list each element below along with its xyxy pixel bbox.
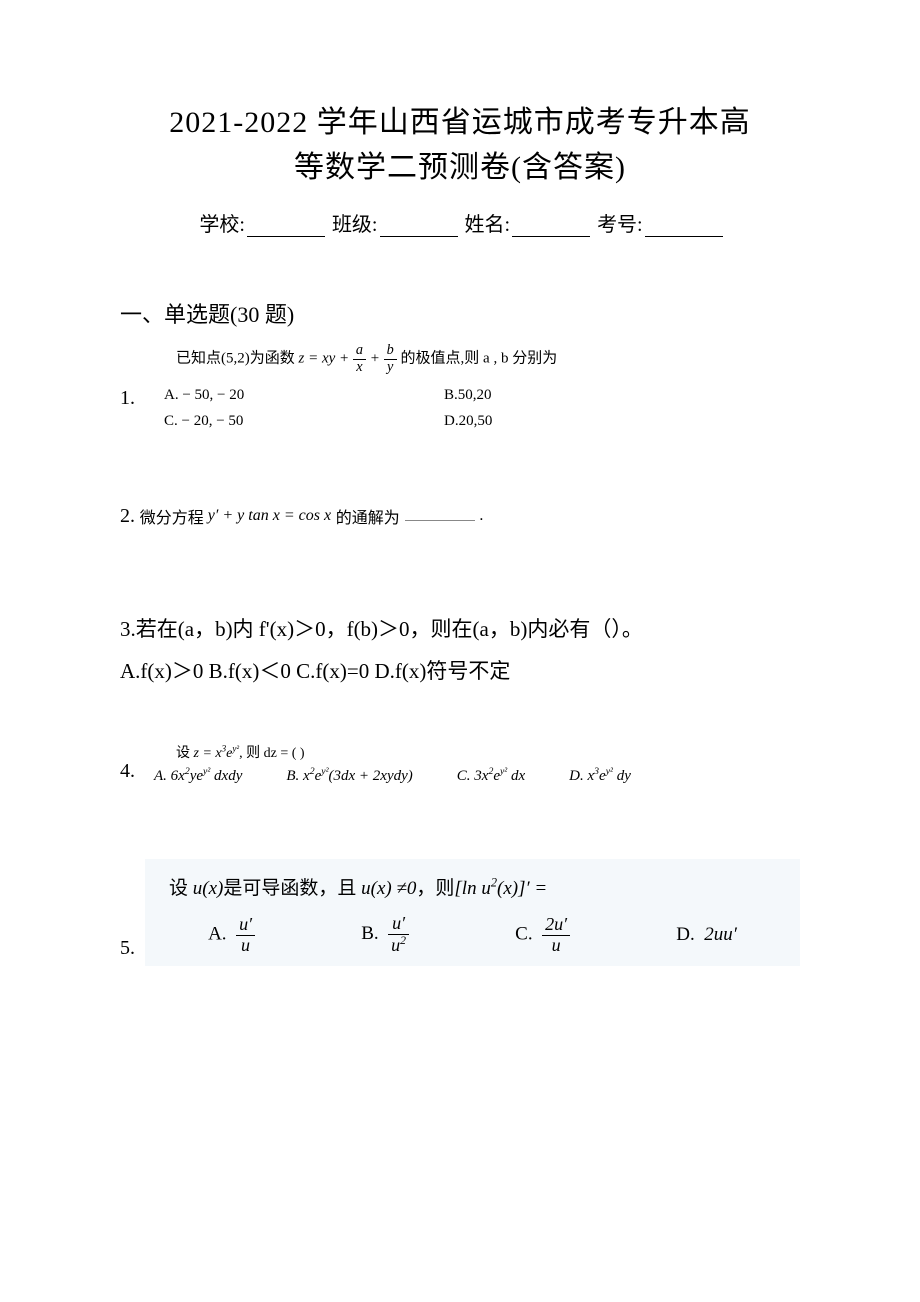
q1-frac1-den: x [353,360,366,376]
student-info-line: 学校: 班级: 姓名: 考号: [120,208,800,237]
q1-option-b: B.50,20 [444,383,604,409]
q5-s-d: u(x) ≠0 [361,878,416,899]
q4-stem-post: , 则 dz = ( ) [239,746,304,761]
q5-option-c: C. 2u′u [515,915,570,956]
school-blank[interactable] [247,217,325,237]
school-label: 学校: [199,208,245,237]
name-blank[interactable] [512,217,590,237]
question-2: 2. 微分方程 y′ + y tan x = cos x 的通解为 . [120,504,800,528]
q5-number: 5. [120,937,135,960]
question-1: 1. 已知点(5,2)为函数 z = xy + ax + by 的极值点,则 a… [120,343,800,434]
q4-option-a: A. 6x2yey² dxdy [154,766,242,785]
q2-number: 2. [120,505,135,528]
q1-number: 1. [120,387,135,410]
q5-s-c: 是可导函数，且 [223,878,361,899]
q2-answer-blank[interactable] [405,520,475,521]
q1-frac-a-over-x: ax [353,343,366,375]
q5-b-num: u′ [388,914,409,935]
q1-frac2-den: y [384,360,397,376]
q4-option-d: D. x3ey² dy [569,766,631,785]
q5-option-a: A. u′u [208,915,255,956]
q1-frac2-num: b [384,343,397,360]
q5-option-d: D. 2uu′ [676,924,737,946]
q5-highlight-box: 设 u(x)是可导函数，且 u(x) ≠0，则[ln u2(x)]′ = A. … [145,859,800,966]
q5-a-label: A. [208,924,226,945]
class-label: 班级: [332,208,378,237]
examno-label: 考号: [597,208,643,237]
class-blank[interactable] [380,217,458,237]
q1-stem-post: 的极值点,则 a , b 分别为 [397,351,557,367]
q5-stem: 设 u(x)是可导函数，且 u(x) ≠0，则[ln u2(x)]′ = [169,873,790,900]
q4-options: A. 6x2yey² dxdy B. x2ey²(3dx + 2xydy) C.… [154,766,800,785]
q2-text-pre: 微分方程 [140,510,208,527]
q5-s-e: ，则 [416,878,454,899]
q5-option-b: B. u′u2 [361,914,409,956]
q5-a-num: u′ [236,915,255,936]
q1-option-c: C. − 20, − 50 [164,409,444,435]
exam-title: 2021-2022 学年山西省运城市成考专升本高 等数学二预测卷(含答案) [120,100,800,190]
section-1-title: 一、单选题(30 题) [120,297,800,329]
q1-stem: 已知点(5,2)为函数 z = xy + ax + by 的极值点,则 a , … [176,343,800,375]
title-line-2: 等数学二预测卷(含答案) [120,145,800,190]
title-line-1: 2021-2022 学年山西省运城市成考专升本高 [120,100,800,145]
question-4: 4. 设 z = x3ey², 则 dz = ( ) A. 6x2yey² dx… [120,742,800,785]
q1-option-d: D.20,50 [444,409,604,435]
q2-expression: y′ + y tan x = cos x [208,507,331,524]
q3-options-line: A.f(x)＞0 B.f(x)＜0 C.f(x)=0 D.f(x)符号不定 [120,650,800,692]
question-5: 5. 设 u(x)是可导函数，且 u(x) ≠0，则[ln u2(x)]′ = … [120,855,800,966]
q1-stem-pre: 已知点(5,2)为函数 [176,351,299,367]
q1-option-a: A. − 50, − 20 [164,383,444,409]
q5-c-num: 2u′ [542,915,570,936]
q4-number: 4. [120,760,135,783]
q5-c-label: C. [515,924,532,945]
q3-stem-line: 3.若在(a，b)内 f'(x)＞0，f(b)＞0，则在(a，b)内必有（）。 [120,608,800,650]
q5-a-den: u [236,936,255,956]
q5-s-b: u(x) [193,878,224,899]
name-label: 姓名: [465,208,511,237]
q1-plus: + [366,351,384,367]
q5-options: A. u′u B. u′u2 C. 2u′u D. 2uu′ [155,914,790,956]
q4-stem: 设 z = x3ey², 则 dz = ( ) [176,742,800,762]
q5-s-f: [ln u2(x)]′ = [454,878,547,899]
q3-stem-text: 若在(a，b)内 f'(x)＞0，f(b)＞0，则在(a，b)内必有（）。 [136,617,643,641]
q5-c-den: u [542,936,570,956]
q4-option-c: C. 3x2ey² dx [457,766,525,785]
q1-frac1-num: a [353,343,366,360]
q2-text-post: 的通解为 [336,510,400,527]
q4-option-b: B. x2ey²(3dx + 2xydy) [286,766,412,785]
q5-d-text: 2uu′ [704,924,737,945]
q2-period: . [479,507,483,524]
q5-b-label: B. [361,924,378,945]
examno-blank[interactable] [645,217,723,237]
q5-d-label: D. [676,924,694,945]
q4-expr: z = x3ey² [194,746,240,761]
question-3: 3.若在(a，b)内 f'(x)＞0，f(b)＞0，则在(a，b)内必有（）。 … [120,608,800,692]
q5-b-den: u2 [388,935,409,956]
q5-s-a: 设 [169,878,193,899]
q1-frac-b-over-y: by [384,343,397,375]
q1-expr-xy: z = xy + [299,351,353,367]
q3-number: 3. [120,617,136,641]
q1-options: A. − 50, − 20 B.50,20 C. − 20, − 50 D.20… [164,383,800,434]
q4-stem-pre: 设 [176,746,194,761]
